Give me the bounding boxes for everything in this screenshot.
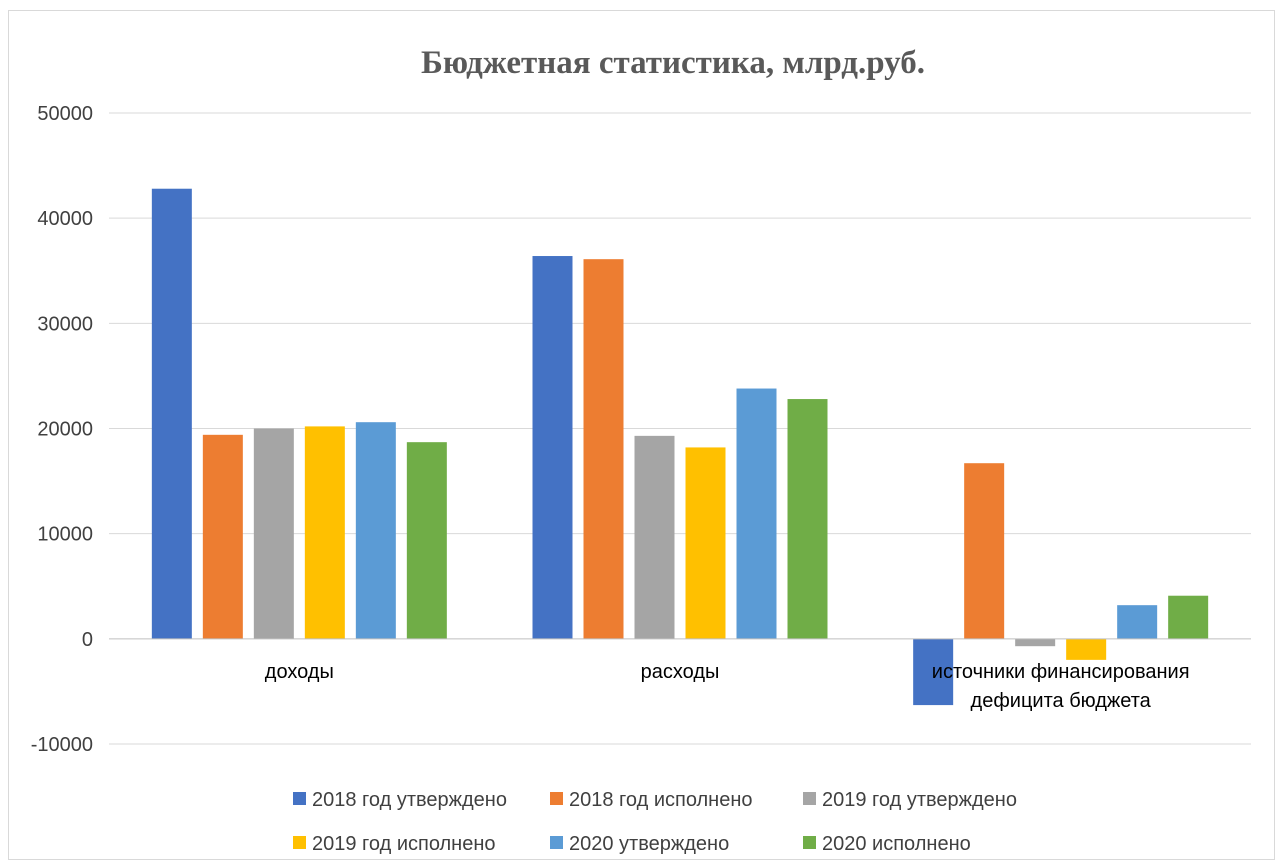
legend-swatch — [550, 792, 563, 805]
y-tick-label: 10000 — [37, 524, 93, 546]
bar — [685, 447, 726, 639]
y-tick-label: 40000 — [37, 208, 93, 230]
bar — [736, 388, 777, 639]
bar — [913, 638, 954, 706]
bar — [583, 259, 624, 639]
legend-label: 2019 год исполнено — [312, 833, 496, 855]
bar — [304, 426, 345, 639]
legend-label: 2018 год исполнено — [569, 789, 753, 811]
category-label: дефицита бюджета — [971, 690, 1152, 712]
legend-swatch — [550, 836, 563, 849]
y-tick-label: 0 — [82, 629, 93, 651]
category-labels: доходы расходы источники финансирования деф… — [265, 661, 1190, 712]
legend-label: 2020 утверждено — [569, 833, 729, 855]
legend: 2018 год утверждено 2018 год исполнено 201… — [293, 789, 1017, 855]
bar — [964, 463, 1005, 639]
bar — [1168, 595, 1209, 639]
bar — [355, 422, 396, 639]
legend-swatch — [293, 792, 306, 805]
bar — [202, 434, 243, 639]
bar — [634, 435, 675, 639]
bar — [406, 442, 447, 639]
legend-swatch — [803, 792, 816, 805]
bars — [151, 188, 1209, 706]
y-axis-ticks: 50000 40000 30000 20000 10000 0 -10000 — [31, 103, 93, 756]
category-label: расходы — [641, 661, 720, 683]
category-label: источники финансирования — [932, 661, 1190, 683]
legend-swatch — [803, 836, 816, 849]
y-tick-label: 50000 — [37, 103, 93, 125]
legend-label: 2020 исполнено — [822, 833, 971, 855]
bar — [1015, 638, 1056, 647]
chart-frame: Бюджетная статистика, млрд.руб. 50000 400… — [8, 10, 1275, 860]
bar — [151, 188, 192, 639]
bar — [1117, 605, 1158, 639]
legend-label: 2018 год утверждено — [312, 789, 507, 811]
gridlines — [109, 112, 1251, 745]
y-tick-label: -10000 — [31, 734, 93, 756]
bar — [253, 428, 294, 639]
bar-chart: Бюджетная статистика, млрд.руб. 50000 400… — [31, 45, 1251, 855]
legend-label: 2019 год утверждено — [822, 789, 1017, 811]
y-tick-label: 20000 — [37, 419, 93, 441]
y-tick-label: 30000 — [37, 313, 93, 335]
legend-swatch — [293, 836, 306, 849]
bar — [787, 399, 828, 639]
bar — [1066, 638, 1107, 660]
chart-title: Бюджетная статистика, млрд.руб. — [421, 45, 925, 81]
bar — [532, 256, 573, 639]
category-label: доходы — [265, 661, 334, 683]
